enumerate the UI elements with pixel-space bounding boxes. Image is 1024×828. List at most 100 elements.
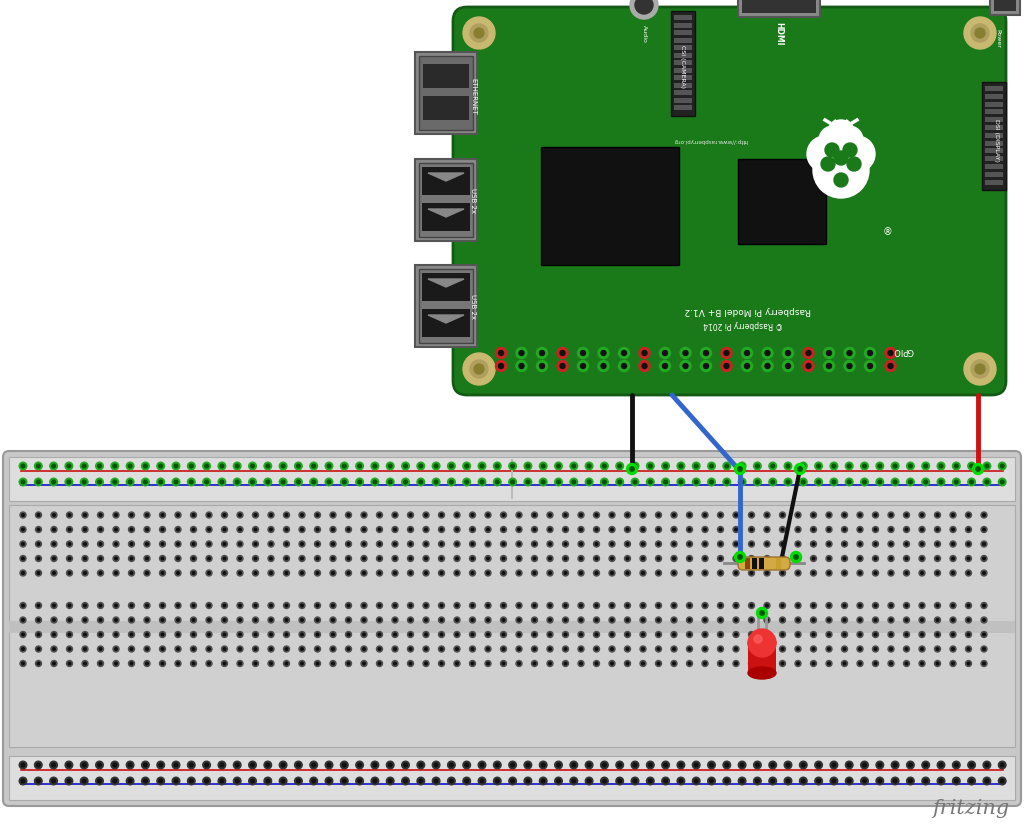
Circle shape <box>872 632 879 638</box>
Circle shape <box>766 662 768 665</box>
Circle shape <box>981 603 987 609</box>
Circle shape <box>239 619 242 622</box>
Circle shape <box>966 632 972 638</box>
Circle shape <box>639 348 650 359</box>
Circle shape <box>708 479 716 486</box>
Circle shape <box>906 761 914 769</box>
Circle shape <box>970 480 974 484</box>
Circle shape <box>208 514 210 517</box>
Circle shape <box>646 479 654 486</box>
Circle shape <box>253 513 258 518</box>
Circle shape <box>378 514 381 517</box>
Circle shape <box>710 480 714 484</box>
Circle shape <box>266 779 269 782</box>
Circle shape <box>968 777 976 785</box>
Circle shape <box>357 480 361 484</box>
Circle shape <box>52 779 55 782</box>
Circle shape <box>733 617 739 623</box>
Circle shape <box>187 463 196 470</box>
Circle shape <box>440 648 442 651</box>
Circle shape <box>187 479 196 486</box>
Circle shape <box>919 542 925 547</box>
Circle shape <box>549 633 551 636</box>
Circle shape <box>144 632 150 638</box>
Circle shape <box>299 556 305 562</box>
Circle shape <box>610 514 613 517</box>
Circle shape <box>174 763 178 767</box>
Circle shape <box>966 603 972 609</box>
Circle shape <box>581 364 586 369</box>
Circle shape <box>22 543 25 546</box>
Circle shape <box>609 603 615 609</box>
Circle shape <box>425 557 427 560</box>
Circle shape <box>540 351 545 356</box>
Circle shape <box>97 542 103 547</box>
Circle shape <box>269 619 272 622</box>
Circle shape <box>952 479 961 486</box>
Circle shape <box>254 662 257 665</box>
Circle shape <box>785 351 791 356</box>
Circle shape <box>130 572 133 575</box>
Circle shape <box>857 661 863 667</box>
Circle shape <box>254 572 257 575</box>
Circle shape <box>417 761 425 769</box>
Circle shape <box>408 513 414 518</box>
Circle shape <box>113 542 119 547</box>
Circle shape <box>740 465 743 469</box>
Circle shape <box>848 465 851 469</box>
Circle shape <box>175 570 181 576</box>
Circle shape <box>342 465 346 469</box>
Circle shape <box>496 763 499 767</box>
Text: USB 2x: USB 2x <box>470 187 476 212</box>
Circle shape <box>280 463 287 470</box>
Circle shape <box>50 777 57 785</box>
Circle shape <box>908 465 912 469</box>
Circle shape <box>998 463 1006 470</box>
Bar <box>422 204 470 232</box>
Circle shape <box>951 557 954 560</box>
Circle shape <box>440 619 442 622</box>
Circle shape <box>160 542 166 547</box>
Circle shape <box>205 465 209 469</box>
Circle shape <box>547 570 553 576</box>
Circle shape <box>906 479 914 486</box>
Circle shape <box>939 480 943 484</box>
Text: © Raspberry Pi 2014: © Raspberry Pi 2014 <box>703 319 783 328</box>
Circle shape <box>174 465 178 469</box>
Circle shape <box>594 527 599 533</box>
Circle shape <box>69 648 71 651</box>
Circle shape <box>485 646 490 652</box>
Circle shape <box>903 617 909 623</box>
Circle shape <box>22 572 25 575</box>
Circle shape <box>531 661 538 667</box>
Circle shape <box>700 348 712 359</box>
Circle shape <box>795 464 806 475</box>
Circle shape <box>890 514 892 517</box>
Circle shape <box>144 617 150 623</box>
Circle shape <box>983 528 985 531</box>
Circle shape <box>19 761 27 769</box>
Circle shape <box>392 617 398 623</box>
Circle shape <box>602 465 606 469</box>
Circle shape <box>976 467 980 472</box>
Circle shape <box>299 632 305 638</box>
Circle shape <box>857 617 863 623</box>
Circle shape <box>19 479 27 486</box>
Circle shape <box>549 648 551 651</box>
Circle shape <box>494 777 501 785</box>
Circle shape <box>826 513 831 518</box>
Circle shape <box>37 648 40 651</box>
Circle shape <box>223 572 226 575</box>
Circle shape <box>872 542 879 547</box>
Circle shape <box>501 632 507 638</box>
Circle shape <box>264 463 271 470</box>
Circle shape <box>115 557 118 560</box>
Circle shape <box>702 632 708 638</box>
Circle shape <box>440 514 442 517</box>
Circle shape <box>692 479 700 486</box>
Circle shape <box>499 351 504 356</box>
Circle shape <box>221 556 227 562</box>
Circle shape <box>432 761 440 769</box>
Circle shape <box>578 361 589 372</box>
Circle shape <box>362 604 366 607</box>
